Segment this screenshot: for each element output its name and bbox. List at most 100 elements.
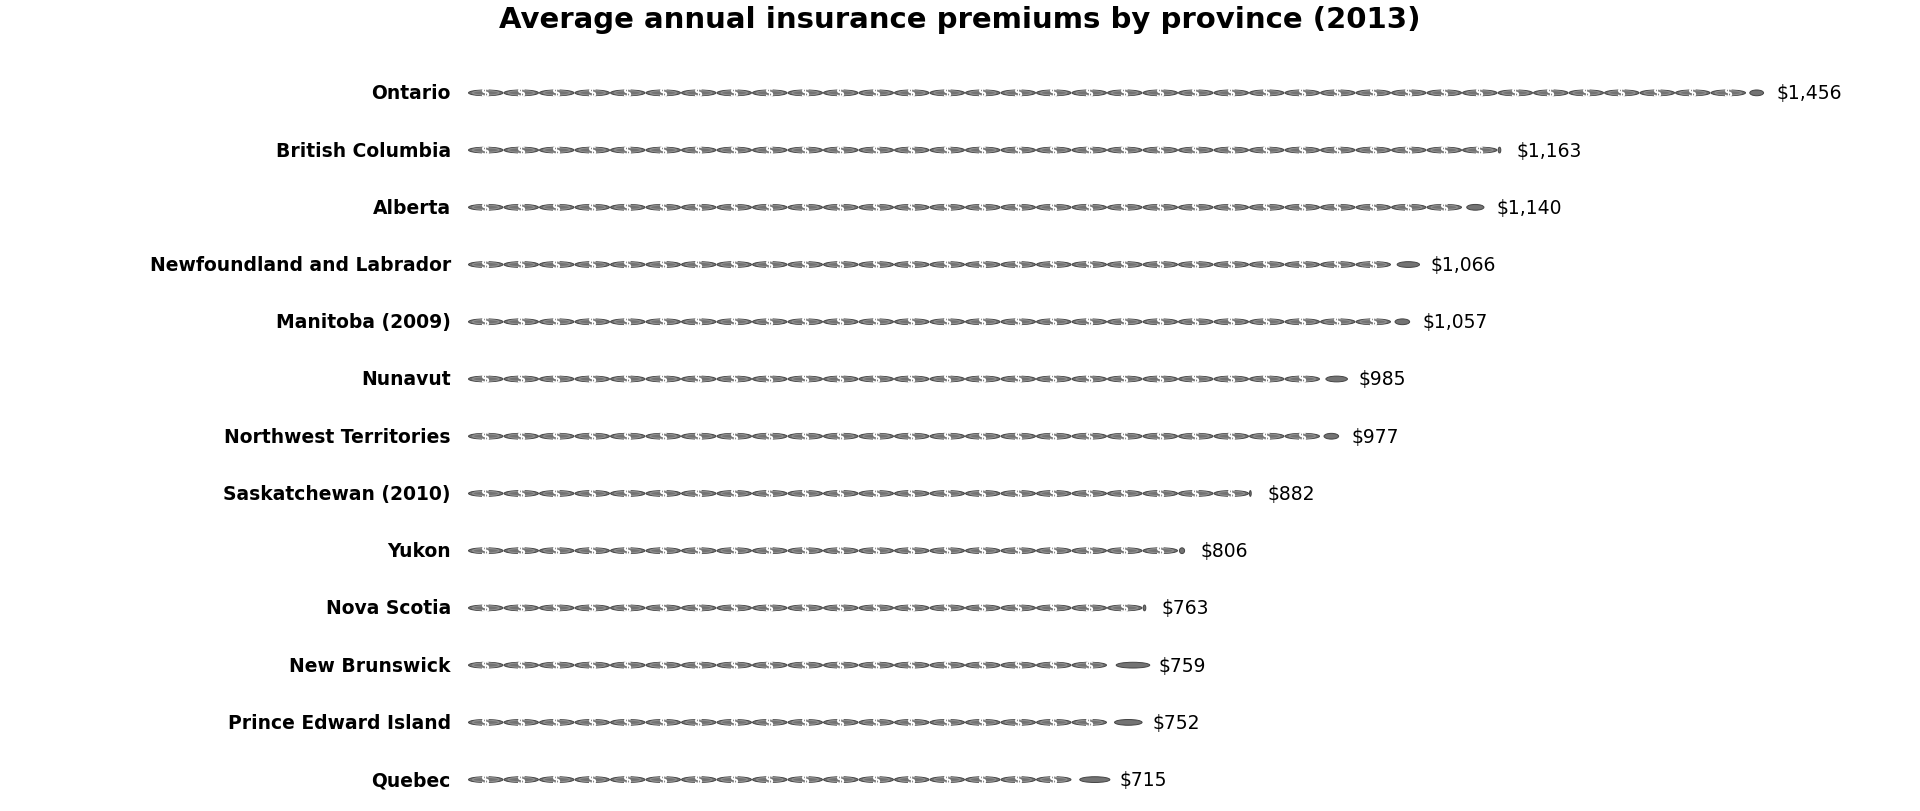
Text: $: $ — [588, 144, 597, 157]
Text: $: $ — [1156, 544, 1165, 557]
Text: $806: $806 — [1200, 542, 1248, 560]
Text: $: $ — [482, 487, 490, 500]
Text: $: $ — [979, 88, 987, 101]
Text: $: $ — [872, 716, 881, 729]
Text: $: $ — [659, 373, 668, 386]
Text: $: $ — [766, 487, 774, 500]
Ellipse shape — [1284, 91, 1319, 97]
Ellipse shape — [574, 605, 609, 611]
Ellipse shape — [1037, 777, 1071, 783]
Text: $: $ — [943, 773, 952, 786]
Ellipse shape — [753, 320, 787, 325]
Text: $: $ — [1119, 259, 1129, 272]
Text: $: $ — [908, 773, 916, 786]
Text: $: $ — [553, 602, 561, 615]
Text: $: $ — [730, 202, 739, 215]
Text: $: $ — [1404, 144, 1413, 157]
Ellipse shape — [468, 663, 503, 668]
Ellipse shape — [716, 91, 751, 97]
Ellipse shape — [645, 91, 680, 97]
Text: $: $ — [1261, 144, 1271, 157]
Text: $: $ — [1724, 88, 1732, 101]
Text: $: $ — [1048, 430, 1058, 443]
Text: $: $ — [872, 88, 881, 101]
Ellipse shape — [1250, 91, 1284, 97]
Text: $: $ — [1440, 88, 1450, 101]
Text: $: $ — [943, 659, 952, 672]
Ellipse shape — [682, 491, 716, 496]
Text: $: $ — [766, 602, 774, 615]
Text: $: $ — [624, 487, 632, 500]
Ellipse shape — [645, 262, 680, 268]
Ellipse shape — [1000, 434, 1035, 440]
Text: $: $ — [872, 315, 881, 329]
Ellipse shape — [1356, 205, 1390, 211]
Text: $: $ — [1048, 144, 1058, 157]
Ellipse shape — [574, 205, 609, 211]
Ellipse shape — [505, 148, 538, 154]
Text: $: $ — [1014, 144, 1023, 157]
Ellipse shape — [929, 663, 964, 668]
Text: $: $ — [1190, 259, 1200, 272]
Text: $: $ — [516, 144, 526, 157]
Text: $: $ — [908, 259, 916, 272]
Ellipse shape — [966, 434, 1000, 440]
Ellipse shape — [1284, 376, 1319, 383]
Text: $: $ — [837, 88, 845, 101]
Ellipse shape — [787, 376, 822, 383]
Ellipse shape — [1000, 205, 1035, 211]
Ellipse shape — [1321, 91, 1356, 97]
Ellipse shape — [1356, 148, 1390, 154]
Text: $: $ — [1119, 544, 1129, 557]
Text: $: $ — [979, 315, 987, 329]
Ellipse shape — [929, 91, 964, 97]
Text: $: $ — [1119, 602, 1129, 615]
Ellipse shape — [682, 262, 716, 268]
Ellipse shape — [574, 719, 609, 725]
Ellipse shape — [858, 605, 893, 611]
Text: $: $ — [1119, 88, 1129, 101]
Ellipse shape — [824, 777, 858, 783]
Text: $: $ — [1298, 88, 1308, 101]
Ellipse shape — [1498, 148, 1501, 154]
Ellipse shape — [966, 91, 1000, 97]
Ellipse shape — [1250, 205, 1284, 211]
Ellipse shape — [611, 548, 645, 554]
Ellipse shape — [1142, 491, 1177, 496]
Ellipse shape — [540, 663, 574, 668]
Text: British Columbia: British Columbia — [276, 141, 451, 161]
Text: $: $ — [588, 659, 597, 672]
Ellipse shape — [1142, 605, 1146, 611]
Text: $: $ — [1085, 602, 1094, 615]
Text: $: $ — [553, 430, 561, 443]
Text: Average annual insurance premiums by province (2013): Average annual insurance premiums by pro… — [499, 6, 1421, 34]
Ellipse shape — [1463, 148, 1498, 154]
Text: $: $ — [730, 315, 739, 329]
Ellipse shape — [505, 91, 538, 97]
Text: $: $ — [1085, 259, 1094, 272]
Ellipse shape — [966, 205, 1000, 211]
Text: $1,456: $1,456 — [1776, 84, 1843, 103]
Ellipse shape — [574, 777, 609, 783]
Ellipse shape — [858, 548, 893, 554]
Ellipse shape — [895, 320, 929, 325]
Ellipse shape — [1000, 148, 1035, 154]
Text: $: $ — [1298, 430, 1308, 443]
Text: $: $ — [482, 315, 490, 329]
Ellipse shape — [1037, 91, 1071, 97]
Text: $: $ — [553, 373, 561, 386]
Ellipse shape — [1142, 148, 1177, 154]
Text: $1,066: $1,066 — [1430, 255, 1496, 275]
Text: $: $ — [1369, 259, 1379, 272]
Ellipse shape — [468, 376, 503, 383]
Text: $: $ — [979, 716, 987, 729]
Ellipse shape — [966, 491, 1000, 496]
Text: $: $ — [553, 315, 561, 329]
Text: $985: $985 — [1359, 370, 1405, 389]
Text: $: $ — [1511, 88, 1521, 101]
Text: $: $ — [1014, 716, 1023, 729]
Text: $: $ — [766, 430, 774, 443]
Ellipse shape — [1398, 262, 1419, 268]
Ellipse shape — [929, 605, 964, 611]
Ellipse shape — [540, 719, 574, 725]
